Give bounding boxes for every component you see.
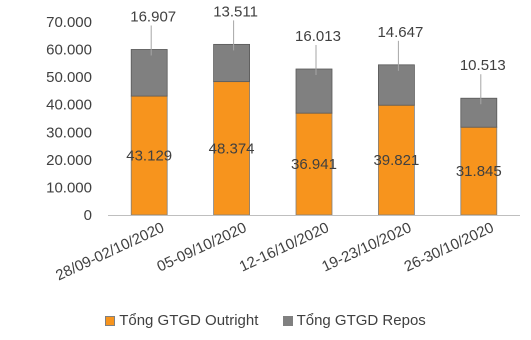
x-category-label: 05-09/10/2020 [154, 219, 249, 275]
x-category-label: 12-16/10/2020 [237, 219, 332, 275]
bar-outright [213, 81, 251, 216]
bar-outright [130, 95, 168, 216]
data-labels: 43.129 16.907 48.374 13.511 36.941 16.013 39.8… [126, 3, 505, 180]
x-category-label: 19-23/10/2020 [319, 219, 414, 275]
y-tick-label: 20.000 [46, 152, 92, 169]
data-label-repos: 16.013 [295, 28, 341, 45]
legend-label-repos: Tổng GTGD Repos [296, 312, 426, 329]
data-label-outright: 31.845 [456, 163, 502, 180]
x-category-label: 26-30/10/2020 [402, 219, 497, 275]
legend-item-repos: Tổng GTGD Repos [282, 312, 426, 329]
data-label-outright: 36.941 [291, 156, 337, 173]
bar-repos [130, 49, 168, 97]
data-label-outright: 39.821 [373, 152, 419, 169]
y-tick-label: 10.000 [46, 179, 92, 196]
bar-repos [377, 64, 415, 106]
y-tick-label: 0 [84, 207, 92, 224]
x-axis: 28/09-02/10/202005-09/10/202012-16/10/20… [53, 215, 520, 284]
bar-repos [295, 68, 333, 114]
legend-item-outright: Tổng GTGD Outright [105, 312, 258, 329]
legend: Tổng GTGD Outright Tổng GTGD Repos [0, 312, 531, 329]
y-tick-label: 60.000 [46, 42, 92, 59]
data-label-outright: 48.374 [209, 140, 255, 157]
y-axis: 0 10.000 20.000 30.000 40.000 50.000 60.000 70.… [46, 14, 92, 224]
data-label-repos: 13.511 [213, 3, 258, 20]
data-label-repos: 16.907 [130, 8, 176, 25]
data-label-repos: 10.513 [460, 57, 506, 74]
data-label-outright: 43.129 [126, 148, 172, 165]
legend-swatch-outright [105, 316, 116, 326]
bar-repos [460, 97, 498, 128]
legend-swatch-repos [282, 316, 293, 326]
legend-label-outright: Tổng GTGD Outright [119, 312, 259, 329]
y-tick-label: 30.000 [46, 124, 92, 141]
y-tick-label: 70.000 [46, 14, 92, 31]
data-label-repos: 14.647 [377, 24, 423, 41]
y-tick-label: 40.000 [46, 97, 92, 114]
bar-outright [377, 104, 415, 216]
y-tick-label: 50.000 [46, 69, 92, 86]
bar-repos [213, 43, 251, 83]
x-category-label: 28/09-02/10/2020 [53, 219, 167, 284]
bars [130, 43, 498, 216]
